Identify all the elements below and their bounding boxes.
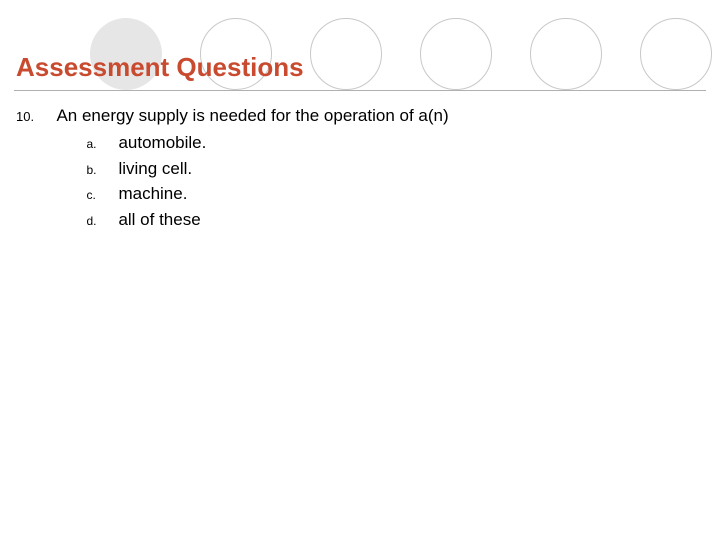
divider — [14, 90, 706, 91]
choices-list: a. automobile. b. living cell. c. machin… — [86, 130, 448, 232]
choice-row: c. machine. — [86, 181, 448, 207]
choice-text: living cell. — [118, 156, 192, 182]
question-number: 10. — [16, 106, 52, 124]
choice-row: a. automobile. — [86, 130, 448, 156]
choice-letter: c. — [86, 186, 118, 204]
choice-text: automobile. — [118, 130, 206, 156]
choice-letter: b. — [86, 161, 118, 179]
choice-row: b. living cell. — [86, 156, 448, 182]
choice-letter: a. — [86, 135, 118, 153]
circle-decor — [310, 18, 382, 90]
question: 10. An energy supply is needed for the o… — [16, 106, 449, 232]
choice-row: d. all of these — [86, 207, 448, 233]
choice-text: machine. — [118, 181, 187, 207]
question-stem: An energy supply is needed for the opera… — [56, 106, 448, 126]
circle-decor — [640, 18, 712, 90]
circle-decor — [530, 18, 602, 90]
choice-text: all of these — [118, 207, 200, 233]
choice-letter: d. — [86, 212, 118, 230]
page-title: Assessment Questions — [16, 52, 304, 83]
circle-decor — [420, 18, 492, 90]
